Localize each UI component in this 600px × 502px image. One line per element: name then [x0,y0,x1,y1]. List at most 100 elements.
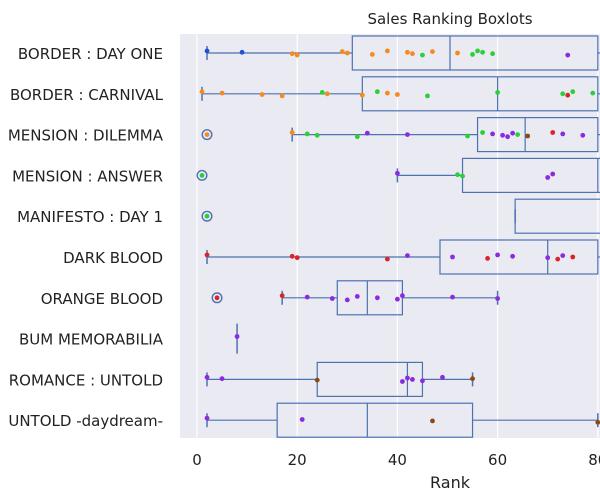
x-tick-label: 80 [588,451,600,469]
data-point [319,90,325,95]
x-tick-label: 20 [288,451,307,469]
data-point [410,51,415,57]
data-point [294,255,300,261]
box-group [201,198,600,234]
data-point [525,133,531,139]
category-label: DARK BLOOD [63,249,163,267]
data-point [450,254,455,260]
data-points [199,48,600,425]
data-point [384,90,390,96]
data-point [570,89,576,95]
category-label: BUM MEMORABILIA [19,331,164,349]
data-point [555,256,561,262]
data-point [515,132,521,138]
box-iqr [514,198,600,234]
data-point [450,294,455,300]
data-point [214,295,220,301]
data-point [550,130,556,135]
data-point [239,49,245,55]
data-point [420,378,425,384]
flier-marker [201,210,213,222]
data-point [204,374,210,380]
data-point [410,377,415,382]
category-label: BORDER : CARNIVAL [10,86,164,104]
data-point [384,256,390,262]
data-point [495,296,500,301]
data-point [405,375,410,381]
data-point [294,52,300,58]
data-point [314,377,320,383]
box-iqr [439,239,599,275]
data-point [279,293,285,299]
data-point [204,48,210,54]
flier-marker [201,129,213,141]
data-point [204,213,210,219]
data-point [395,92,400,97]
data-point [430,418,435,424]
category-labels: BORDER : DAY ONE BORDER : CARNIVAL MENSION… [8,45,164,430]
data-point [234,334,240,339]
data-point [560,91,566,97]
data-point [545,175,551,180]
chart-title: Sales Ranking Boxlots [367,10,532,28]
data-point [259,92,265,97]
data-point [570,254,576,260]
data-point [324,91,330,97]
data-point [199,173,205,178]
data-point [289,130,295,135]
data-point [550,171,556,177]
data-point [485,256,490,261]
box-iqr [476,116,599,153]
plot-area [180,34,600,438]
category-label: MANIFESTO : DAY 1 [17,208,163,226]
x-tick-labels: 0 20 40 60 80 [192,451,600,469]
data-point [405,49,410,55]
data-point [455,50,460,56]
data-point [304,294,310,300]
category-label: ORANGE BLOOD [41,290,163,308]
data-point [425,93,430,99]
category-label: MENSION : ANSWER [12,167,163,185]
data-point [304,131,310,137]
data-point [500,132,506,138]
data-point [440,374,445,380]
data-point [405,132,410,138]
category-label: BORDER : DAY ONE [18,45,163,63]
category-label: MENSION : DILEMMA [8,127,164,145]
data-point [359,92,365,98]
data-point [560,131,566,137]
x-tick-label: 0 [192,451,202,469]
data-point [565,92,571,98]
data-point [495,252,500,258]
data-point [279,93,285,99]
box-iqr [351,35,599,71]
box-group [206,35,600,71]
data-point [204,252,210,258]
box-group [206,239,600,275]
data-point [344,50,350,56]
data-point [354,134,360,140]
data-point [329,296,335,301]
data-point [460,173,465,179]
data-point [475,48,480,54]
data-point [395,170,400,176]
data-point [374,295,380,301]
data-point [219,90,225,96]
data-point [470,376,475,382]
data-point [219,376,225,382]
data-point [204,132,210,138]
data-point [470,52,475,57]
data-point [590,90,596,96]
data-point [400,379,405,384]
data-point [480,49,485,55]
data-point [545,255,551,261]
data-point [580,132,586,138]
data-point [369,52,375,57]
data-point [490,51,495,57]
data-point [465,133,470,139]
data-point [560,253,566,258]
data-point [490,131,495,137]
data-point [364,130,370,136]
